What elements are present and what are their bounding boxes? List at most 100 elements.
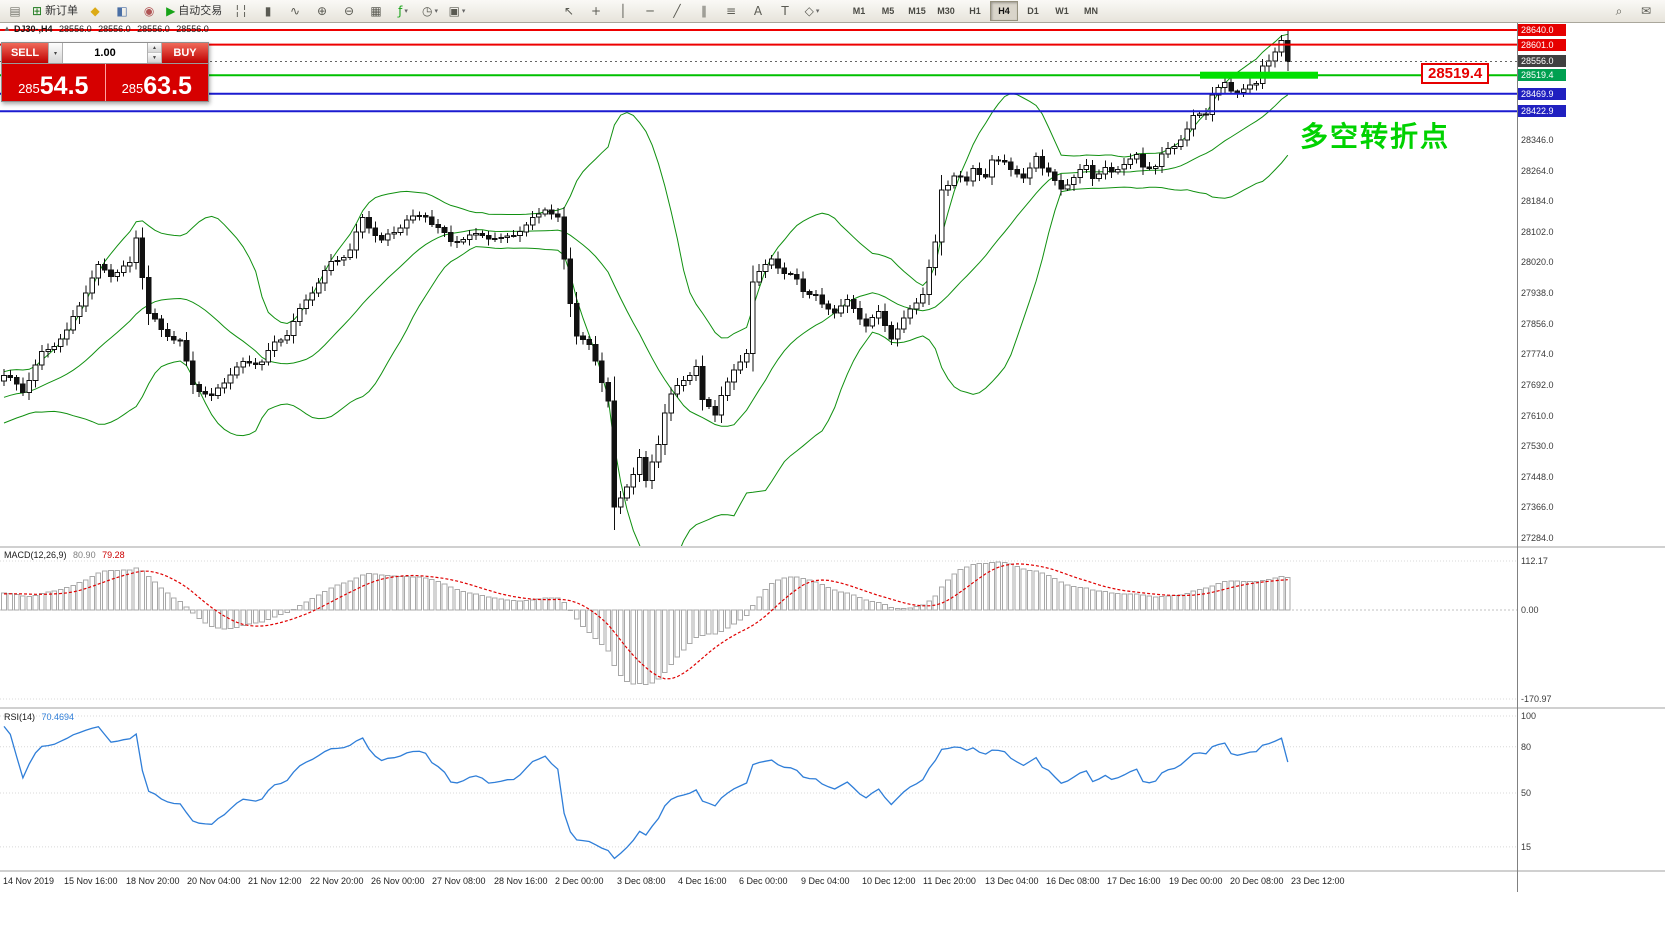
- timeframe-button-W1[interactable]: W1: [1055, 6, 1069, 16]
- order-type-dropdown[interactable]: ▾: [48, 43, 63, 63]
- zoom-out-icon: ⊖: [343, 4, 355, 18]
- pane-splitter-rsi[interactable]: [0, 706, 1517, 710]
- bars-chart-icon: ╎╎: [233, 4, 249, 18]
- charts-button[interactable]: ◆: [82, 0, 108, 22]
- toolbar-group-draw: ↖ + │ ─ ╱ ∥ ≡ A T ◇ ▾: [556, 0, 825, 22]
- price-prefix: 285: [18, 81, 40, 96]
- trendline-button[interactable]: ╱: [664, 0, 690, 22]
- lot-size-input[interactable]: [63, 43, 147, 63]
- toolbar-group-right: ⌕ ✉: [1606, 0, 1659, 22]
- mail-button[interactable]: ✉: [1633, 0, 1659, 22]
- dropdown-arrow-icon: ▾: [815, 7, 820, 15]
- autotrade-button-label: 自动交易: [178, 4, 223, 17]
- toolbar-group-chart: ╎╎ ▮ ∿ ⊕ ⊖ ▦ ƒ ▾ ◷ ▾ ▣ ▾: [228, 0, 470, 22]
- zoom-in-icon: ⊕: [316, 4, 328, 18]
- templates-button[interactable]: ▣ ▾: [444, 0, 470, 22]
- market-watch-button[interactable]: ◧: [109, 0, 135, 22]
- market-watch-icon: ◧: [116, 4, 128, 18]
- dropdown-arrow-icon: ▾: [434, 7, 438, 15]
- new-order-button[interactable]: ⊞ 新订单: [29, 0, 81, 22]
- shapes-icon: ◇: [804, 4, 814, 18]
- price-prefix: 285: [121, 81, 144, 96]
- toolbar: ▤ ⊞ 新订单 ◆ ◧ ◉ ▶ 自动交易 ╎╎ ▮ ∿ ⊕ ⊖ ▦ ƒ ▾ ◷ ▾ ▣ ▾ ↖ + │ ─ ╱ ∥ ≡ A T ◇ ▾ …: [0, 0, 1665, 23]
- toolbar-group-timeframes: M1 M5 M15 M30 H1 H4 D1 W1 MN: [845, 0, 1105, 22]
- candles-chart-icon: ▮: [264, 4, 272, 18]
- macd-main-value: 80.90: [73, 550, 96, 560]
- turning-point-text[interactable]: 多空转折点: [1300, 121, 1451, 152]
- timeframe-button-M5[interactable]: M5: [881, 6, 895, 16]
- macd-name: MACD(12,26,9): [4, 550, 67, 560]
- timeframe-button-H1[interactable]: H1: [969, 6, 981, 16]
- lot-decrease-button[interactable]: ▼: [148, 53, 161, 63]
- close-value: 28556.0: [176, 24, 209, 34]
- pane-splitter-macd[interactable]: [0, 545, 1517, 549]
- price-annotation-box[interactable]: 28519.4: [1421, 63, 1490, 84]
- time-axis[interactable]: [0, 871, 1517, 893]
- text-button[interactable]: A: [745, 0, 771, 22]
- navigator-icon: ◉: [143, 4, 155, 18]
- periods-icon: ◷: [422, 4, 433, 18]
- zoom-out-button[interactable]: ⊖: [336, 0, 362, 22]
- buy-button[interactable]: BUY: [162, 43, 208, 63]
- line-chart-button[interactable]: ∿: [282, 0, 308, 22]
- timeframe-button-MN[interactable]: MN: [1084, 6, 1098, 16]
- vertical-line-button[interactable]: │: [610, 0, 636, 22]
- window-menu-button[interactable]: ▤: [2, 0, 28, 22]
- crosshair-icon: +: [590, 4, 602, 18]
- cursor-button[interactable]: ↖: [556, 0, 582, 22]
- crosshair-button[interactable]: +: [583, 0, 609, 22]
- cursor-icon: ↖: [563, 4, 575, 18]
- timeframe-button-D1[interactable]: D1: [1027, 6, 1039, 16]
- one-click-collapse-icon[interactable]: ▲: [3, 24, 11, 33]
- fibonacci-button[interactable]: ≡: [718, 0, 744, 22]
- chart-ohlc-info: DJ30-,H4 28556.0 28556.0 28556.0 28556.0: [14, 24, 213, 34]
- autotrade-button[interactable]: ▶ 自动交易: [163, 0, 225, 22]
- chart-window-icon: ▤: [9, 4, 21, 18]
- mail-icon: ✉: [1640, 4, 1652, 18]
- timeframe-button-M15[interactable]: M15: [908, 6, 926, 16]
- line-chart-icon: ∿: [289, 4, 301, 18]
- buy-price[interactable]: 285 63.5: [106, 64, 209, 101]
- macd-signal-value: 79.28: [102, 550, 125, 560]
- periods-button[interactable]: ◷ ▾: [417, 0, 443, 22]
- autotrade-play-icon: ▶: [166, 4, 176, 18]
- zoom-in-button[interactable]: ⊕: [309, 0, 335, 22]
- fibonacci-icon: ≡: [725, 4, 737, 18]
- search-icon: ⌕: [1615, 4, 1623, 18]
- tile-windows-button[interactable]: ▦: [363, 0, 389, 22]
- label-icon: T: [781, 4, 789, 18]
- macd-indicator-label: MACD(12,26,9) 80.90 79.28: [4, 550, 125, 560]
- sell-price[interactable]: 285 54.5: [2, 64, 105, 101]
- text-icon: A: [753, 4, 763, 18]
- toolbar-group-file: ▤ ⊞ 新订单 ◆ ◧ ◉ ▶ 自动交易: [2, 0, 225, 22]
- channel-icon: ∥: [701, 4, 707, 18]
- sell-button[interactable]: SELL: [2, 43, 48, 63]
- dropdown-arrow-icon: ▾: [404, 7, 408, 15]
- search-button[interactable]: ⌕: [1606, 0, 1632, 22]
- navigator-button[interactable]: ◉: [136, 0, 162, 22]
- rsi-value: 70.4694: [41, 712, 75, 722]
- timeframe-button-M30[interactable]: M30: [937, 6, 955, 16]
- label-button[interactable]: T: [772, 0, 798, 22]
- candles-chart-button[interactable]: ▮: [255, 0, 281, 22]
- indicators-button[interactable]: ƒ ▾: [390, 0, 416, 22]
- bars-chart-button[interactable]: ╎╎: [228, 0, 254, 22]
- timeframe-button-H4[interactable]: H4: [990, 1, 1018, 21]
- price-big-digits: 54.5: [39, 71, 89, 100]
- timeframe-button-M1[interactable]: M1: [852, 6, 866, 16]
- high-value: 28556.0: [98, 24, 131, 34]
- new-order-button-label: 新订单: [45, 4, 79, 17]
- lot-increase-button[interactable]: ▲: [148, 43, 161, 53]
- shapes-button[interactable]: ◇ ▾: [799, 0, 825, 22]
- dropdown-arrow-icon: ▾: [461, 7, 466, 15]
- tile-windows-icon: ▦: [370, 4, 382, 18]
- channel-button[interactable]: ∥: [691, 0, 717, 22]
- rsi-name: RSI(14): [4, 712, 36, 722]
- open-value: 28556.0: [59, 24, 92, 34]
- low-value: 28556.0: [137, 24, 170, 34]
- vertical-line-icon: │: [619, 4, 627, 18]
- horizontal-line-button[interactable]: ─: [637, 0, 663, 22]
- price-axis[interactable]: [1517, 22, 1665, 871]
